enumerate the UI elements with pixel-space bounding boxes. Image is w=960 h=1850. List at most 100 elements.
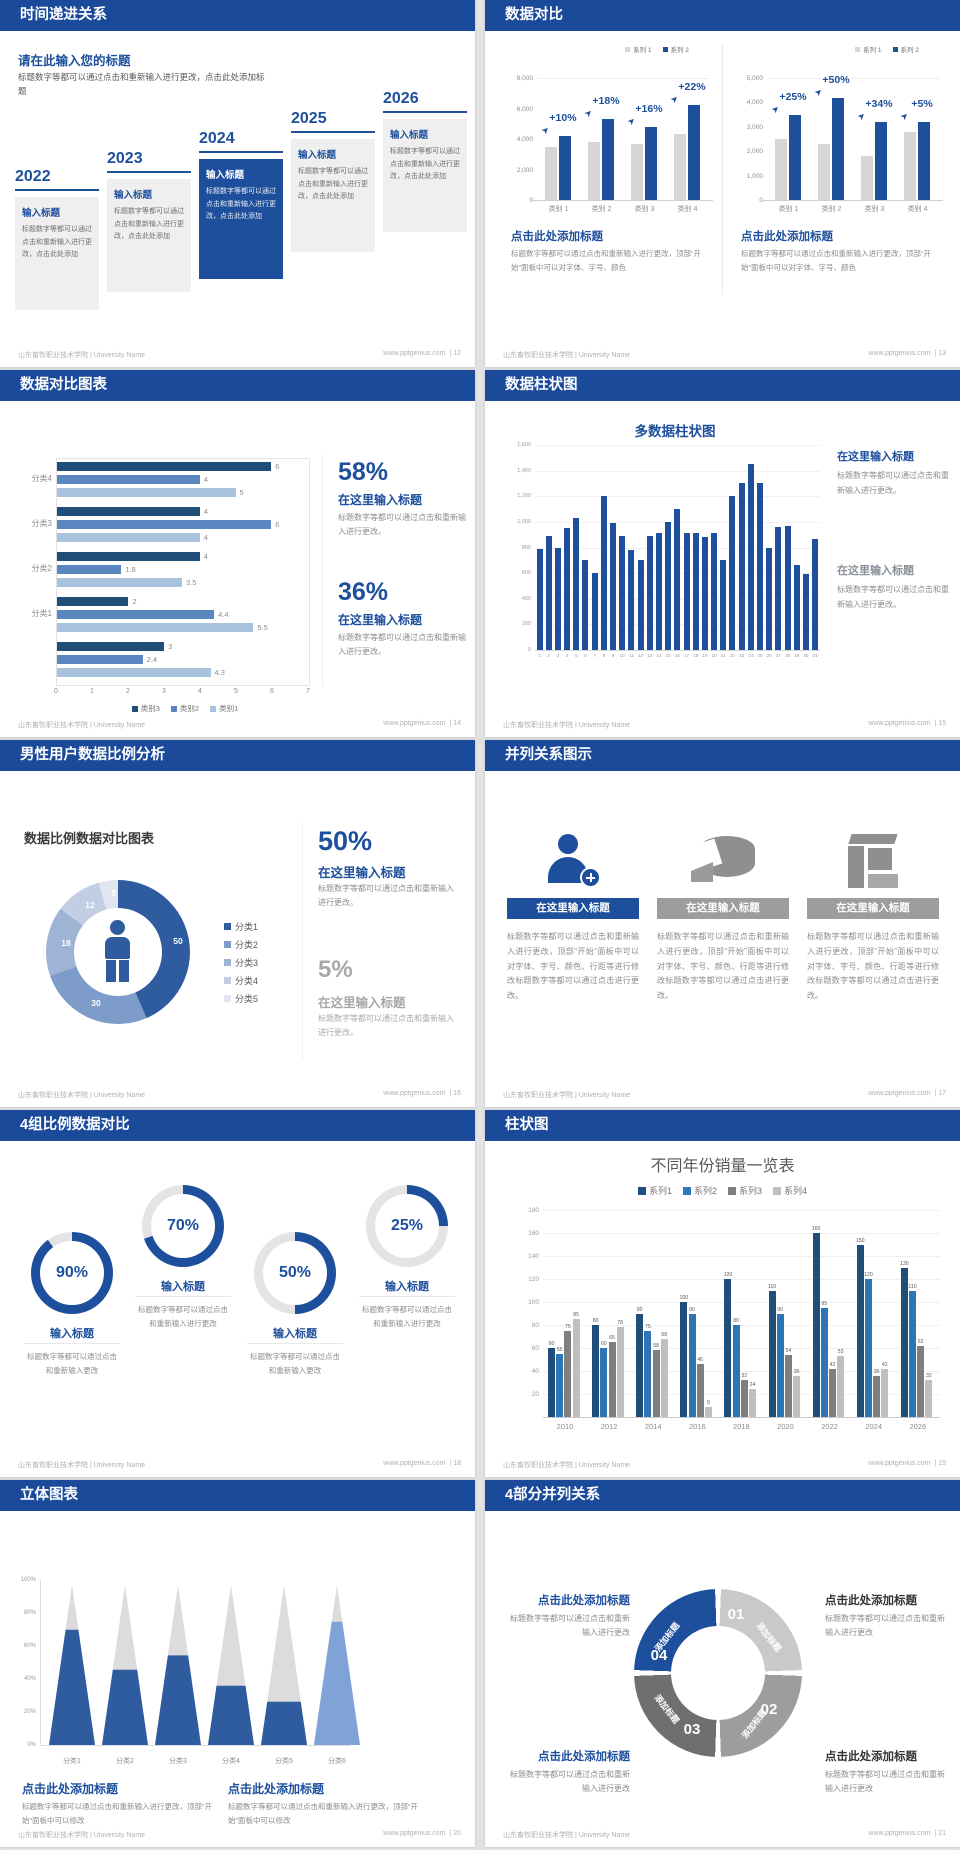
slide-thumbnail-cycle[interactable]: 4部分并列关系 01 添加标题 02 添加标题 03 添加标题 04 添加标题 点击此处添加标题标… — [485, 1480, 960, 1847]
y-category-label: 分类2 — [31, 564, 52, 573]
footer-site-page: www.pptgenius.com | 16 — [383, 1090, 461, 1097]
bar-value-label: 6 — [275, 520, 280, 529]
legend-item: 分类1 — [224, 920, 258, 933]
bar — [784, 525, 791, 650]
slide-thumbnail-hbar[interactable]: 数据对比图表 分类4 6 4 5 分类3 4 6 4 分类2 4 1.8 3.5 分类1 2 4.4 5.5 3 2… — [0, 370, 475, 737]
slide-body: 系列 1 系列 2 8,000 6,000 4,000 2,000 0 ➤ +10% 类别 1 ➤ +… — [485, 0, 960, 367]
bar-value-label: 120 — [864, 1272, 873, 1278]
y-tick-label: 20 — [531, 1390, 539, 1398]
y-tick-label: 160 — [528, 1229, 539, 1237]
y-tick-label: 400 — [521, 595, 531, 602]
note-heading: 点击此处添加标题 — [741, 231, 833, 243]
slide-title-bar: 4部分并列关系 — [485, 1480, 960, 1511]
slide-thumbnail-donut[interactable]: 男性用户数据比例分析 数据比例数据对比图表 50 30 18 12 5 分类1 分类2 分类3 分类… — [0, 740, 475, 1107]
y-tick-label: 800 — [521, 544, 531, 551]
slide-body: 90% 输入标题 标题数字等都可以通过点击和重新输入更改 70% 输入标题 标题数字等都可… — [0, 1110, 475, 1477]
slide-title: 4组比例数据对比 — [20, 1117, 130, 1133]
growth-pct-label: +16% — [635, 102, 663, 115]
bar-value-label: 24 — [749, 1382, 756, 1389]
h-bar — [57, 668, 211, 677]
bar-value-label: 60 — [548, 1341, 555, 1347]
x-category-label: 分类6 — [328, 1758, 346, 1765]
legend-label: 系列1 — [648, 1186, 672, 1196]
x-tick-label: 1 — [90, 688, 94, 695]
chart-legend: 类别3 类别2 类别1 — [60, 703, 310, 714]
y-category-label: 分类3 — [31, 519, 52, 528]
bar-value-label: 130 — [899, 1260, 909, 1267]
person-head — [558, 834, 578, 854]
x-category-label: 类别 1 — [548, 206, 569, 213]
x-tick-label: 22 — [729, 653, 735, 658]
bar — [729, 496, 736, 650]
x-tick-label: 26 — [766, 653, 772, 658]
x-category-label: 2022 — [821, 1422, 838, 1431]
bar — [724, 1279, 732, 1417]
bar — [704, 1406, 712, 1417]
slide-thumbnail-multibar[interactable]: 数据柱状图 多数据柱状图 1,600 1,400 1,200 1,000 800 600 400… — [485, 370, 960, 737]
slide-thumbnail-grouped_bar[interactable]: 柱状图 不同年份销量一览表 系列1 系列2 系列3 系列4 20 40 60 80 100 120 14… — [485, 1110, 960, 1477]
slide-thumbnail-dual_bars[interactable]: 数据对比 系列 1 系列 2 8,000 6,000 4,000 2,000 0 ➤ +10% 类别… — [485, 0, 960, 367]
bar-value-label: 54 — [785, 1347, 792, 1354]
slide-thumbnail-cones[interactable]: 立体图表 0% 20% 40% 60% 80% 100% 分类1 分类2 分类3 分类4 分类5 分类6… — [0, 1480, 475, 1847]
bar — [608, 1342, 616, 1417]
bar-value-label: 100 — [679, 1295, 689, 1301]
timeline-card-body: 标题数字等都可以通过点击和重新输入进行更改，点击此处添加 — [206, 188, 276, 221]
note-body: 标题数字等都可以通过点击和重新输入进行更改 — [825, 1614, 945, 1638]
bar-value-label: 55 — [556, 1346, 563, 1353]
x-tick-label: 11 — [629, 653, 634, 658]
slide-body: 不同年份销量一览表 系列1 系列2 系列3 系列4 20 40 60 80 100 120 140 16… — [485, 1110, 960, 1477]
slide-thumbnail-timeline[interactable]: 时间递进关系 请在此输入您的标题 标题数字等都可以通过点击和重新输入进行更改，点击此… — [0, 0, 475, 367]
timeline-year: 2024 — [199, 130, 235, 147]
bar-value-label: 58 — [653, 1343, 659, 1350]
bar-series2 — [875, 121, 887, 200]
x-tick-label: 2 — [126, 688, 130, 695]
ring-pct-label: 25% — [390, 1217, 424, 1234]
footer-site-page: www.pptgenius.com | 13 — [868, 350, 946, 357]
pie-wedge-icon — [689, 836, 755, 890]
slide-body: 0% 20% 40% 60% 80% 100% 分类1 分类2 分类3 分类4 分类5 分类6 点击此处… — [0, 1480, 475, 1847]
slide-thumbnail-rings[interactable]: 4组比例数据对比 90% 输入标题 标题数字等都可以通过点击和重新输入更改 70% 输入标… — [0, 1110, 475, 1477]
segment-number: 01 — [727, 1606, 745, 1623]
bar-series2 — [832, 97, 844, 200]
y-tick-label: 60% — [23, 1643, 36, 1649]
slide-title: 数据柱状图 — [505, 377, 578, 393]
gridline — [543, 1371, 940, 1372]
bar — [864, 1279, 872, 1417]
bar-value-label: 4 — [203, 507, 208, 516]
bar-value-label: 53 — [837, 1349, 844, 1356]
panel-divider — [322, 455, 323, 687]
y-tick-label: 4,000 — [516, 136, 533, 143]
note-heading: 点击此处添加标题 — [511, 231, 603, 243]
ring-pct-label: 90% — [55, 1264, 89, 1281]
h-bar — [57, 565, 122, 574]
gridline — [543, 1325, 940, 1326]
footer-university: 山东畜牧职业技术学院 | University Name — [503, 352, 631, 359]
gridline — [535, 445, 820, 446]
x-category-label: 分类4 — [222, 1758, 240, 1765]
bar — [665, 521, 672, 650]
legend-swatch-icon — [855, 46, 861, 52]
growth-pct-label: +18% — [592, 95, 620, 108]
bar-value-label: 42 — [881, 1361, 888, 1368]
x-tick-label: 31 — [812, 653, 818, 658]
x-category-label: 2026 — [909, 1422, 927, 1431]
h-bar — [57, 488, 236, 497]
bar — [793, 565, 800, 650]
timeline-year: 2026 — [383, 90, 419, 107]
building-icon — [844, 834, 902, 892]
footer-site-page: www.pptgenius.com | 19 — [868, 1460, 946, 1467]
legend-item: 系列 2 — [892, 44, 919, 54]
bar — [619, 535, 626, 650]
bar-series2 — [688, 105, 700, 200]
x-tick-label: 21 — [720, 653, 726, 658]
slide-body: 多数据柱状图 1,600 1,400 1,200 1,000 800 600 400 200 0 1… — [485, 370, 960, 737]
bar — [812, 1233, 820, 1417]
note-body: 标题数字等都可以通过点击和重新输入进行更改，顶部“开始”面板中可以修改 — [22, 1802, 212, 1826]
section-body: 标题数字等都可以通过点击和重新输入进行更改，点击此处添加标题 — [18, 72, 265, 97]
bar-value-label: 60 — [600, 1341, 607, 1347]
bar — [856, 1244, 864, 1417]
roof — [848, 834, 898, 844]
legend-item: 分类2 — [224, 938, 258, 951]
stat-body: 标题数字等都可以通过点击和重新输入进行更改。 — [318, 884, 454, 908]
slide-thumbnail-parallel[interactable]: 并列关系图示 在这里输入标题 标题数字等都可以通过点击和重新输入进行更改，顶部“开始… — [485, 740, 960, 1107]
